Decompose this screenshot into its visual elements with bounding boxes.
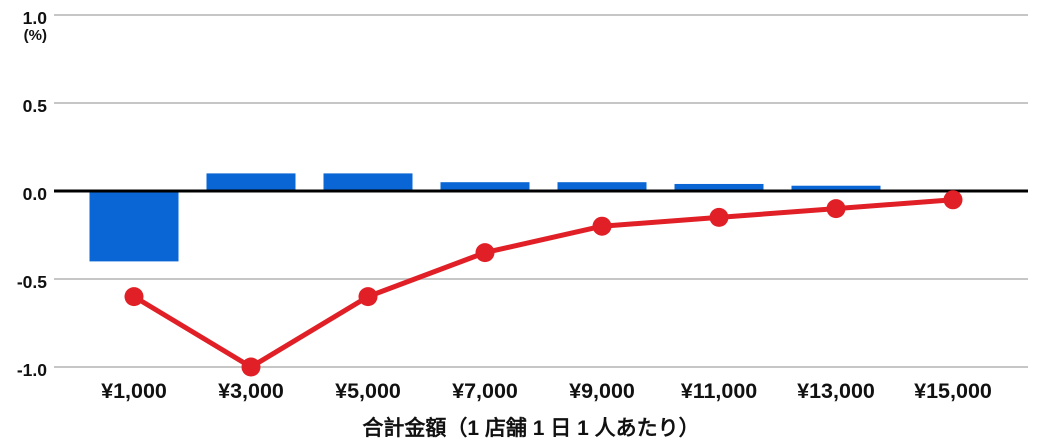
y-tick-label: -0.5	[17, 272, 47, 292]
y-tick-label: 0.0	[23, 184, 48, 204]
x-tick-label: ¥7,000	[452, 379, 518, 403]
line-point	[475, 243, 495, 263]
line-point	[943, 190, 963, 210]
y-tick-label: -1.0	[17, 360, 47, 380]
x-axis-title: 合計金額（1 店舗 1 日 1 人あたり）	[362, 416, 699, 440]
bar	[89, 191, 179, 262]
trend-line	[131, 197, 956, 370]
x-tick-label: ¥3,000	[218, 379, 284, 403]
bar	[323, 173, 413, 191]
x-tick-label: ¥9,000	[569, 379, 635, 403]
x-tick-labels-layer: ¥1,000 ¥3,000 ¥5,000 ¥7,000 ¥9,000 ¥11,000 ¥13…	[101, 379, 992, 403]
line-point	[826, 199, 846, 219]
line-series-layer	[124, 190, 963, 377]
bar	[674, 183, 764, 191]
x-tick-label: ¥1,000	[101, 379, 167, 403]
bar	[791, 185, 881, 191]
line-point	[241, 357, 261, 377]
line-point	[592, 216, 612, 236]
x-tick-label: ¥11,000	[681, 379, 758, 403]
bar-series-layer	[89, 173, 881, 262]
x-tick-label: ¥15,000	[914, 379, 992, 403]
bar	[206, 173, 296, 191]
y-tick-label: 1.0	[23, 8, 48, 28]
y-tick-label: 0.5	[23, 96, 48, 116]
bar	[440, 182, 530, 191]
line-point	[709, 207, 729, 227]
line-point	[358, 287, 378, 307]
bar	[557, 182, 647, 191]
y-axis-unit-label: (%)	[24, 27, 47, 44]
grid-layer: 1.0 0.5 0.0 -0.5 -1.0	[17, 8, 1028, 380]
line-point	[124, 287, 144, 307]
x-tick-label: ¥13,000	[797, 379, 875, 403]
x-tick-label: ¥5,000	[335, 379, 401, 403]
